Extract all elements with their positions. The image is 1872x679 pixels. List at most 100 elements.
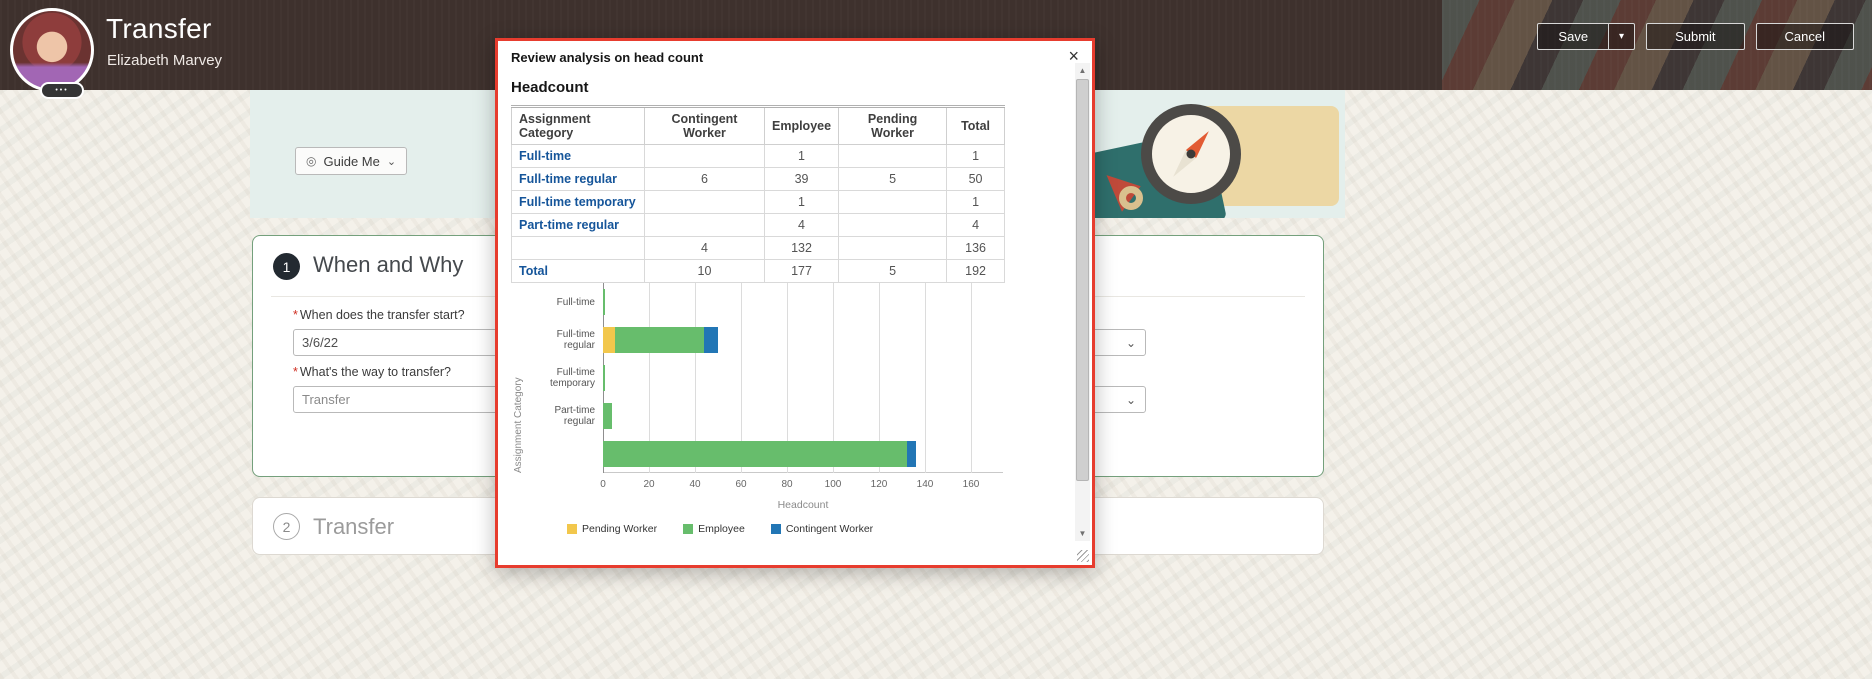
legend-swatch xyxy=(683,524,694,534)
gridline xyxy=(649,283,650,473)
scroll-up-icon[interactable]: ▲ xyxy=(1078,66,1087,75)
chevron-down-icon: ⌄ xyxy=(386,155,397,168)
value-cell: 39 xyxy=(763,167,840,191)
bar-segment-contingent-worker xyxy=(704,327,718,353)
compass-icon xyxy=(1141,104,1241,204)
category-cell xyxy=(511,236,645,260)
dialog-scrollbar[interactable]: ▲ ▼ xyxy=(1075,63,1090,541)
bar-segment-employee xyxy=(603,441,907,467)
value-cell: 1 xyxy=(763,144,840,168)
avatar-more-icon[interactable]: ••• xyxy=(40,82,84,99)
guide-me-label: Guide Me xyxy=(323,153,380,169)
value-cell: 6 xyxy=(644,167,765,191)
legend-label: Employee xyxy=(698,523,745,535)
legend-item: Pending Worker xyxy=(567,523,657,535)
value-cell: 136 xyxy=(946,236,1006,260)
transfer-way-label: * What's the way to transfer? xyxy=(293,365,451,379)
resize-grip-icon[interactable] xyxy=(1077,550,1089,562)
step-2-badge: 2 xyxy=(273,513,300,540)
x-tick-label: 120 xyxy=(870,479,888,490)
category-label: Full-time regular xyxy=(556,329,595,351)
bar-segment-contingent-worker xyxy=(906,441,916,467)
column-header: Contingent Worker xyxy=(644,105,765,145)
chart-legend: Pending Worker Employee Contingent Worker xyxy=(567,523,873,535)
gridline xyxy=(741,283,742,473)
legend-swatch xyxy=(567,524,577,534)
x-tick-label: 160 xyxy=(962,479,980,490)
table-row: Total 10 177 5 192 xyxy=(511,259,1006,283)
category-label: Full-time xyxy=(556,296,595,308)
guide-me-icon: ◎ xyxy=(306,154,317,168)
value-cell xyxy=(644,144,765,168)
cancel-button[interactable]: Cancel xyxy=(1755,23,1854,50)
table-row: Full-time temporary 1 1 xyxy=(511,190,1006,214)
save-button[interactable]: Save xyxy=(1537,23,1609,50)
value-cell xyxy=(838,144,948,168)
bar-segment-employee xyxy=(614,327,705,353)
value-cell xyxy=(644,190,765,214)
column-header: Employee xyxy=(763,105,840,145)
required-marker: * xyxy=(293,365,298,379)
compass-loop xyxy=(1119,186,1143,210)
category-label: Full-time temporary xyxy=(549,367,595,389)
value-cell xyxy=(838,213,948,237)
save-dropdown-icon[interactable]: ▾ xyxy=(1608,23,1636,50)
value-cell: 4 xyxy=(946,213,1006,237)
step-1-badge: 1 xyxy=(273,253,300,280)
table-row: Full-time regular 6 39 5 50 xyxy=(511,167,1006,191)
transfer-way-input[interactable] xyxy=(293,386,511,413)
header-actions: Save ▾ Submit Cancel xyxy=(1537,23,1854,50)
section-title-when-and-why: When and Why xyxy=(313,252,464,277)
compass-pivot xyxy=(1186,149,1196,159)
bar-segment-employee xyxy=(603,365,606,391)
legend-label: Pending Worker xyxy=(582,523,658,535)
page-header: Transfer Elizabeth Marvey Save ▾ Submit … xyxy=(0,0,1872,90)
category-link[interactable]: Full-time xyxy=(511,144,645,168)
value-cell: 1 xyxy=(946,144,1006,168)
submit-button[interactable]: Submit xyxy=(1646,23,1745,50)
x-tick-label: 40 xyxy=(689,479,701,490)
category-link[interactable]: Full-time regular xyxy=(511,167,645,191)
headcount-heading: Headcount xyxy=(511,79,589,96)
table-row: Part-time regular 4 4 xyxy=(511,213,1006,237)
legend-swatch xyxy=(770,524,781,534)
category-link[interactable]: Part-time regular xyxy=(511,213,645,237)
category-cell: Total xyxy=(511,259,645,283)
section-title-transfer: Transfer xyxy=(313,514,395,539)
value-cell: 5 xyxy=(838,259,948,283)
bar-segment-pending-worker xyxy=(603,327,615,353)
header-decoration xyxy=(1442,0,1872,90)
employee-name: Elizabeth Marvey xyxy=(107,52,223,69)
scrollbar-thumb[interactable] xyxy=(1076,79,1089,481)
column-header: Pending Worker xyxy=(838,105,948,145)
chart-plot: 0 20 40 60 80 100 120 140 160 xyxy=(600,283,1003,490)
guide-me-button[interactable]: ◎ Guide Me ⌄ xyxy=(295,147,408,175)
table-row: 4 132 136 xyxy=(511,236,1006,260)
x-tick-label: 80 xyxy=(781,479,793,490)
headcount-chart: Assignment Category Full-time Full-time r… xyxy=(511,283,1051,565)
x-tick-label: 0 xyxy=(600,479,606,490)
avatar[interactable] xyxy=(10,8,94,92)
scroll-down-icon[interactable]: ▼ xyxy=(1078,529,1087,538)
save-split-button: Save ▾ xyxy=(1537,23,1636,50)
column-header: Assignment Category xyxy=(511,105,645,145)
category-link[interactable]: Full-time temporary xyxy=(511,190,645,214)
value-cell: 1 xyxy=(763,190,840,214)
gridline xyxy=(879,283,880,473)
chevron-down-icon: ⌄ xyxy=(1125,392,1136,407)
chart-y-axis-title: Assignment Category xyxy=(513,377,524,473)
compass-illustration xyxy=(1045,90,1345,218)
headcount-table: Assignment Category Contingent Worker Empl… xyxy=(511,105,1006,283)
legend-item: Contingent Worker xyxy=(770,523,873,535)
dialog-title: Review analysis on head count xyxy=(511,50,704,65)
x-tick-label: 100 xyxy=(824,479,842,490)
value-cell: 10 xyxy=(644,259,765,283)
value-cell: 1 xyxy=(946,190,1006,214)
chevron-down-icon: ⌄ xyxy=(1125,335,1136,350)
required-marker: * xyxy=(293,308,298,322)
transfer-start-input[interactable] xyxy=(293,329,511,356)
page-title: Transfer xyxy=(106,13,212,44)
close-icon[interactable]: × xyxy=(1068,46,1079,66)
chart-x-axis-title: Headcount xyxy=(777,499,829,511)
value-cell xyxy=(644,213,765,237)
